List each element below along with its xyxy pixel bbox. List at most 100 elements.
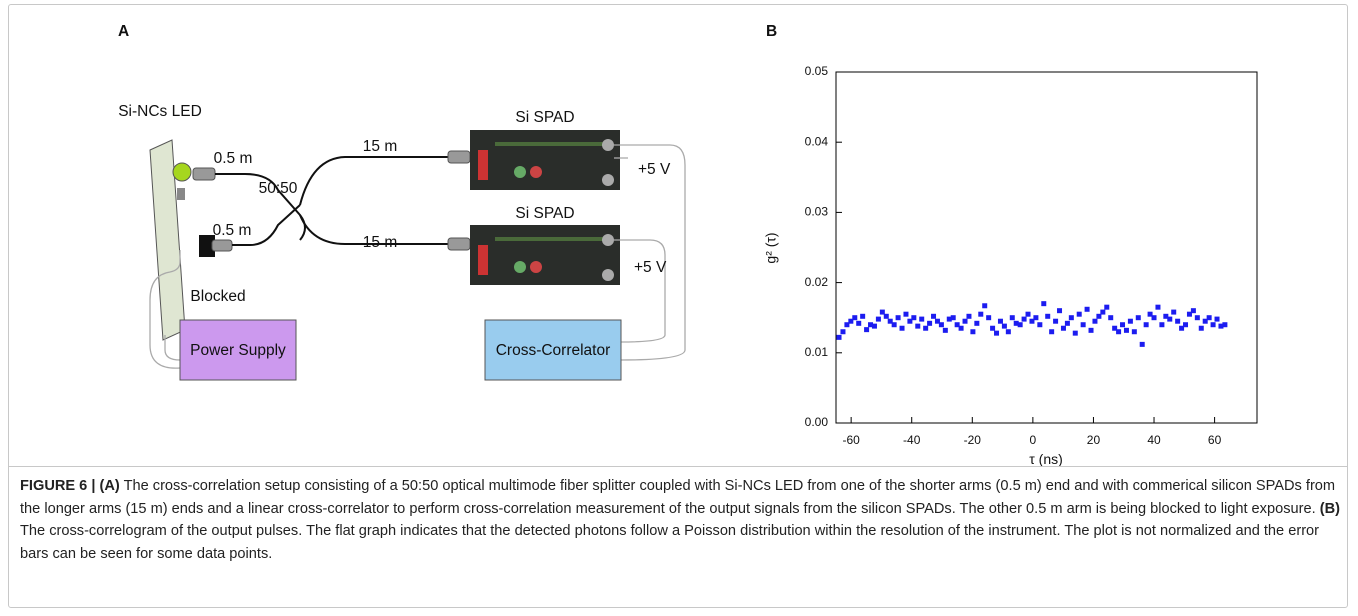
data-point [1017,322,1023,328]
data-point [871,323,877,329]
data-point [1053,318,1059,324]
data-point [1060,325,1066,331]
data-point [978,311,984,317]
diagram-label: Si SPAD [515,205,574,222]
x-tick-label: -40 [903,433,921,447]
led-mount [177,188,185,200]
data-point [879,309,885,315]
fiber [299,156,450,206]
data-point [970,329,976,335]
wire [614,239,666,343]
diagram-label: Si SPAD [515,109,574,126]
data-point [1009,315,1015,321]
data-point [1108,315,1114,321]
caption-text: The cross-correlogram of the output puls… [20,523,1320,562]
data-point [1127,318,1133,324]
diagram-label: Si-NCs LED [118,103,202,120]
fiber [232,204,301,246]
data-point [1135,315,1141,321]
x-tick-label: -60 [842,433,860,447]
wire [614,144,686,361]
data-point [1159,322,1165,328]
data-point [1029,318,1035,324]
y-axis-label: g² (τ) [763,232,779,263]
data-point [1096,313,1102,319]
data-point [946,316,952,322]
y-tick-label: 0.03 [805,205,829,219]
data-point [1163,313,1169,319]
data-point [950,315,956,321]
data-point [856,320,862,326]
y-tick-label: 0.04 [805,134,829,148]
wire [164,335,181,361]
data-point [954,322,960,328]
data-point [990,325,996,331]
diagram-label: 15 m [363,234,397,251]
caption-part-label: (A) [99,478,120,494]
data-point [1222,322,1228,328]
correlator-box [484,319,622,381]
data-point [1143,322,1149,328]
data-point [1104,304,1110,310]
data-point [883,313,889,319]
connector [211,239,233,252]
data-point [1194,315,1200,321]
data-point [1202,318,1208,324]
power-supply-box [179,319,297,381]
caption-label: FIGURE 6 | [20,478,96,494]
panel-label: A [118,23,129,40]
data-point [864,327,870,333]
data-point [1005,329,1011,335]
data-point [1155,304,1161,310]
data-point [982,303,988,309]
data-point [1167,316,1173,322]
data-point [931,313,937,319]
data-point [919,316,925,322]
data-point [1049,329,1055,335]
x-axis-label: τ (ns) [1029,451,1063,466]
data-point [1076,311,1082,317]
data-point [1171,309,1177,315]
data-point [899,325,905,331]
fiber [299,214,450,245]
data-point [1206,315,1212,321]
plot-frame [835,71,1258,424]
diagram-label: +5 V [638,161,671,178]
data-point [1179,325,1185,331]
data-point [1151,315,1157,321]
data-point [875,316,881,322]
data-point [852,315,858,321]
data-point [1131,329,1137,335]
box-label: Cross-Correlator [496,342,611,359]
data-point [868,322,874,328]
y-tick-label: 0.02 [805,275,829,289]
data-point [1033,315,1039,321]
diagram-label: 50:50 [259,180,298,197]
data-point [1120,322,1126,328]
data-point [1139,341,1145,347]
data-point [994,330,1000,336]
data-point [844,322,850,328]
connector [192,167,216,181]
data-point [962,318,968,324]
panel-label: B [766,23,777,40]
diagram-label: Blocked [190,288,245,305]
data-point [915,323,921,329]
data-point [836,334,842,340]
diagram-label: 15 m [363,138,397,155]
wire [149,250,181,369]
data-point [1080,322,1086,328]
data-point [903,311,909,317]
data-point [1025,311,1031,317]
caption-text: The cross-correlation setup consisting o… [20,478,1336,517]
x-tick-label: -20 [964,433,982,447]
box-label: Power Supply [190,342,286,359]
data-point [1037,322,1043,328]
data-point [1068,315,1074,321]
data-point [1116,329,1122,335]
y-tick-label: 0.00 [805,415,829,429]
data-point [840,329,846,335]
data-point [1100,309,1106,315]
data-point [1147,311,1153,317]
